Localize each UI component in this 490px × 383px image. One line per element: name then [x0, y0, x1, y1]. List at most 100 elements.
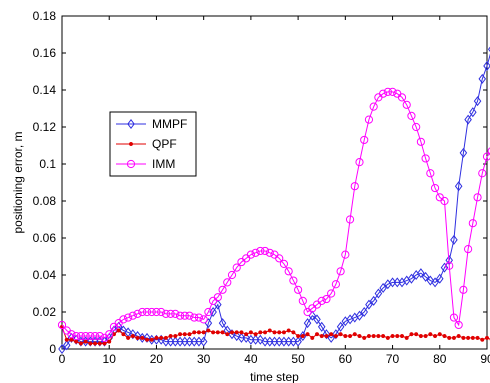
data-point [289, 276, 298, 285]
data-point [126, 159, 136, 169]
data-point [407, 111, 416, 121]
data-point [483, 60, 490, 71]
data-point [284, 267, 293, 276]
data-point [265, 248, 274, 257]
data-point [355, 158, 364, 167]
data-point [461, 335, 466, 340]
data-point [436, 273, 444, 284]
data-point [57, 320, 67, 330]
data-point [227, 270, 237, 280]
data-point [305, 332, 310, 337]
data-point [360, 135, 369, 145]
x-tick-label: 0 [59, 352, 66, 366]
data-point [379, 89, 388, 98]
data-point [412, 122, 421, 132]
data-point [244, 332, 249, 337]
data-point [124, 313, 133, 322]
data-point [95, 331, 104, 341]
data-point [182, 332, 187, 337]
data-point [119, 315, 128, 324]
x-tick-label: 30 [197, 352, 211, 366]
legend-label: QPF [152, 137, 177, 151]
data-point [416, 137, 425, 146]
data-point [144, 337, 150, 342]
series-mmpf [58, 46, 490, 355]
data-point [187, 332, 192, 337]
data-point [437, 332, 442, 337]
legend-label: MMPF [152, 117, 187, 131]
data-point [322, 294, 331, 304]
data-point [199, 315, 208, 324]
y-tick-label: 0.16 [33, 46, 57, 60]
data-point [317, 321, 326, 332]
data-point [213, 293, 222, 302]
data-point [336, 321, 345, 332]
data-point [175, 311, 185, 320]
data-point [127, 118, 135, 130]
data-point [371, 334, 376, 339]
data-point [383, 87, 392, 96]
data-point [459, 285, 468, 294]
data-point [345, 215, 355, 224]
y-tick-label: 0.14 [33, 83, 57, 97]
data-point [248, 330, 253, 335]
data-point [333, 334, 338, 339]
data-point [376, 334, 381, 339]
data-point [423, 334, 428, 339]
x-tick-label: 20 [150, 352, 164, 366]
y-tick-label: 0 [49, 342, 56, 356]
data-point [298, 296, 307, 305]
data-point [317, 296, 326, 305]
data-point [480, 337, 485, 342]
x-tick-label: 80 [433, 352, 447, 366]
data-point [128, 311, 137, 320]
data-point [234, 330, 239, 335]
data-point [417, 268, 425, 279]
data-point [324, 334, 329, 339]
data-point [133, 331, 142, 342]
data-point [407, 273, 416, 284]
data-point [258, 330, 263, 335]
data-point [154, 335, 159, 340]
data-point [128, 141, 134, 147]
data-point [365, 299, 373, 310]
data-point [355, 310, 364, 321]
data-point [409, 332, 414, 337]
data-point [173, 334, 178, 339]
data-point [93, 341, 98, 346]
plot-area-border [61, 15, 488, 350]
data-point [402, 100, 411, 109]
data-point [190, 313, 199, 322]
data-point [431, 277, 439, 288]
data-point [152, 307, 161, 317]
data-point [135, 335, 140, 340]
data-point [178, 332, 183, 337]
y-axis-label: positioning error, m [11, 131, 25, 233]
data-point [341, 250, 350, 259]
data-point [464, 245, 473, 254]
data-point [78, 341, 83, 346]
data-point [343, 334, 348, 339]
data-point [126, 335, 131, 340]
data-point [369, 102, 378, 111]
data-point [159, 335, 164, 340]
data-point [107, 339, 112, 344]
data-point [464, 114, 472, 125]
data-point [267, 328, 272, 333]
data-point [421, 154, 430, 163]
x-axis-label: time step [250, 370, 299, 383]
legend: MMPF QPF IMM [109, 111, 197, 177]
data-point [475, 335, 480, 340]
data-point [319, 334, 324, 339]
data-point [414, 332, 419, 337]
data-point [72, 331, 81, 341]
data-point [426, 169, 435, 178]
data-point [470, 335, 475, 340]
data-point [478, 169, 487, 178]
data-point [201, 330, 206, 335]
y-tick-label: 0.06 [33, 231, 57, 245]
data-point [272, 330, 277, 335]
data-point [286, 328, 291, 333]
data-point [352, 332, 357, 337]
y-tick-label: 0.04 [33, 268, 57, 282]
